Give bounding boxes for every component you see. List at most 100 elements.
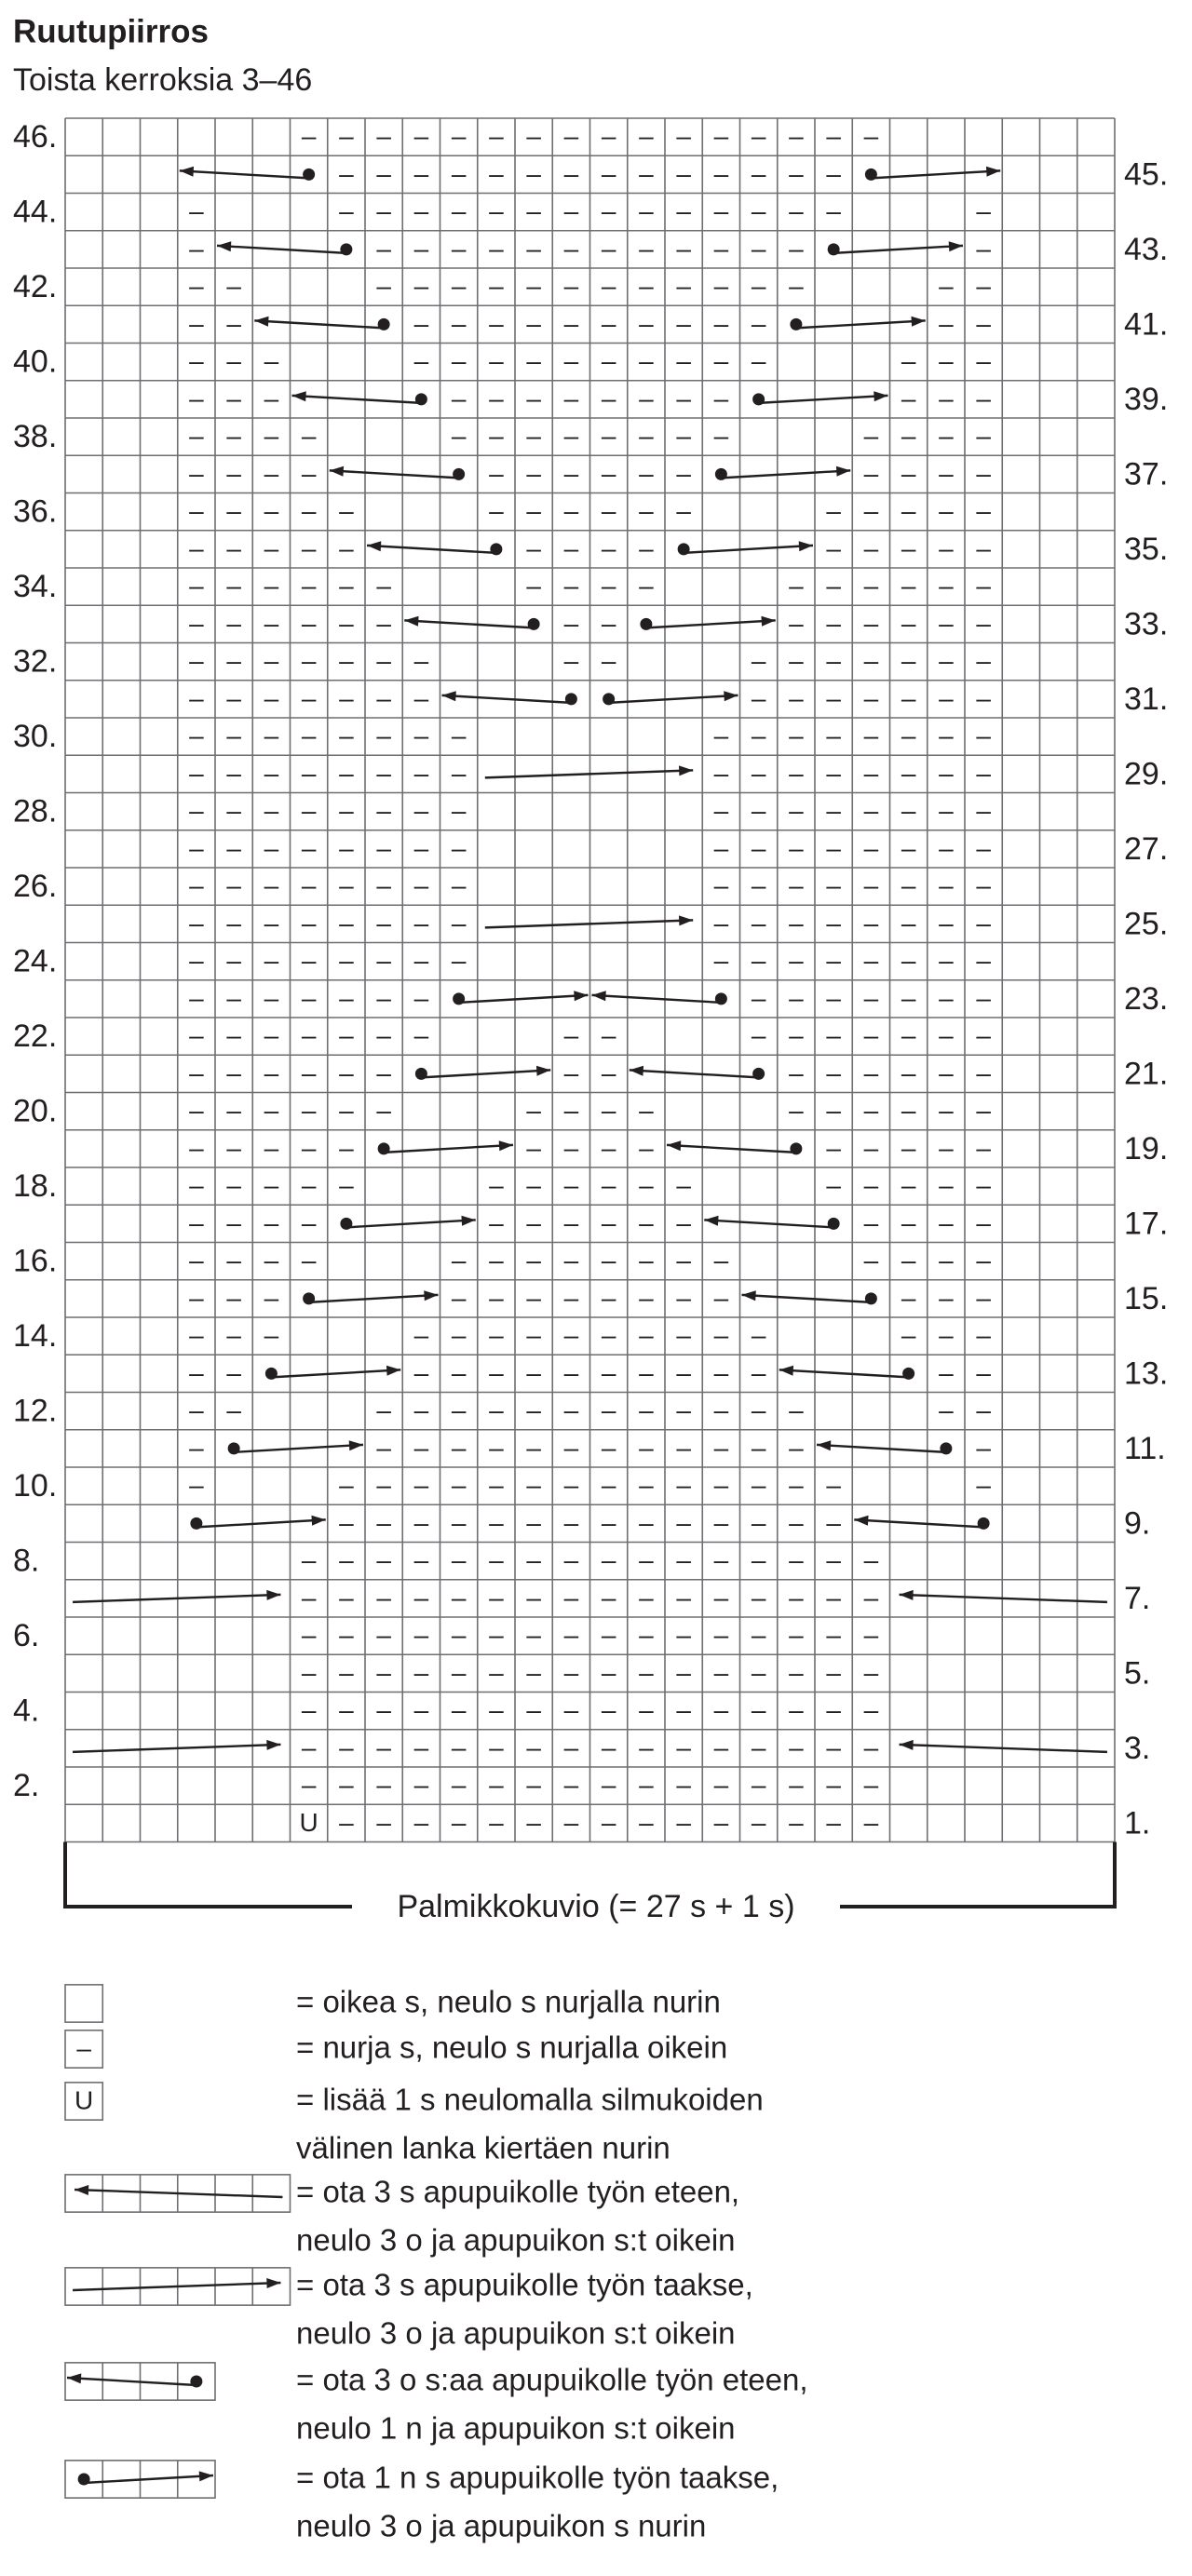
cable-line: [404, 619, 535, 629]
cable-arrowhead: [67, 2373, 82, 2384]
cable-arrowhead: [761, 615, 776, 627]
row-number-left: 2.: [13, 1768, 39, 1803]
cable-dot: [940, 1442, 953, 1455]
cable-arrowhead: [404, 615, 419, 627]
row-number-right: 3.: [1124, 1731, 1150, 1766]
cable-dot: [453, 467, 466, 480]
cable-dot: [453, 992, 466, 1005]
row-number-right: 9.: [1124, 1505, 1150, 1541]
cable-line: [254, 319, 385, 330]
legend-symbol-box: [64, 1984, 104, 2023]
row-number-right: 21.: [1124, 1056, 1168, 1091]
cable-line: [629, 1069, 759, 1079]
cable-line: [441, 694, 572, 705]
legend-text: neulo 3 o ja apupuikon s nurin: [296, 2509, 706, 2543]
row-number-right: 11.: [1124, 1431, 1166, 1466]
cable-dot: [190, 2375, 203, 2388]
cable-dot: [827, 243, 840, 256]
row-number-left: 28.: [13, 794, 57, 829]
row-number-right: 7.: [1124, 1581, 1150, 1616]
cable-line: [234, 1443, 364, 1454]
row-number-left: 8.: [13, 1544, 39, 1579]
chart-cables: [73, 166, 1107, 1754]
row-number-left: 12.: [13, 1394, 57, 1429]
row-number-left: 40.: [13, 344, 57, 380]
cable-line: [871, 169, 1001, 180]
row-number-left: 30.: [13, 719, 57, 754]
legend-text: = ota 3 s apupuikolle työn eteen,: [296, 2175, 739, 2209]
cable-arrowhead: [217, 241, 232, 252]
cable-arrowhead: [198, 2471, 213, 2482]
cable-line: [291, 394, 422, 405]
cable-arrowhead: [386, 1365, 401, 1376]
cable-arrowhead: [667, 1140, 682, 1152]
cable-arrowhead: [498, 1140, 513, 1152]
row-number-left: 32.: [13, 644, 57, 680]
pattern-label: Palmikkokuvio (= 27 s + 1 s): [397, 1889, 794, 1924]
cable-dot: [564, 693, 577, 706]
cable-dot: [377, 1142, 390, 1155]
cable-line: [779, 1369, 909, 1379]
row-number-left: 24.: [13, 944, 57, 979]
cable-line: [179, 169, 309, 180]
cable-line: [366, 544, 496, 555]
cable-arrowhead: [899, 1739, 914, 1750]
cable-arrowhead: [798, 541, 813, 552]
cable-line: [645, 619, 776, 629]
cable-arrowhead: [266, 1739, 281, 1750]
cable-arrowhead: [704, 1215, 719, 1226]
cable-line: [271, 1369, 401, 1379]
row-number-left: 36.: [13, 494, 57, 530]
cable-line: [73, 2281, 281, 2292]
row-number-right: 1.: [1124, 1805, 1150, 1841]
row-number-right: 15.: [1124, 1281, 1168, 1316]
row-number-right: 13.: [1124, 1355, 1168, 1391]
cable-dot: [864, 1292, 877, 1305]
cable-line: [484, 769, 694, 779]
cable-dot: [714, 992, 727, 1005]
cable-arrowhead: [948, 241, 963, 252]
legend-text: = oikea s, neulo s nurjalla nurin: [296, 1985, 721, 2019]
title: Ruutupiirros: [13, 13, 209, 49]
row-number-left: 20.: [13, 1094, 57, 1129]
cable-dot: [790, 1142, 803, 1155]
cable-line: [345, 1219, 476, 1229]
cable-line: [833, 244, 964, 255]
cable-dot: [977, 1517, 990, 1530]
row-number-right: 5.: [1124, 1655, 1150, 1691]
cable-dot: [303, 1292, 316, 1305]
cable-arrowhead: [266, 2278, 281, 2289]
cable-dot: [752, 393, 765, 406]
cable-line: [758, 394, 888, 405]
cable-dot: [414, 393, 427, 406]
cable-dot: [790, 317, 803, 330]
cable-dot: [864, 168, 877, 181]
cable-arrowhead: [574, 991, 589, 1002]
row-number-left: 42.: [13, 269, 57, 304]
cable-line: [308, 1293, 439, 1304]
cable-arrowhead: [254, 316, 269, 327]
cable-arrowhead: [779, 1365, 794, 1376]
cable-dot: [640, 617, 653, 630]
cable-line: [458, 993, 589, 1005]
row-number-right: 43.: [1124, 232, 1168, 267]
cable-arrowhead: [291, 391, 306, 402]
cable-arrowhead: [874, 391, 888, 402]
cable-arrowhead: [535, 1065, 551, 1076]
cable-dot: [902, 1367, 915, 1380]
cable-arrowhead: [854, 1515, 869, 1526]
cable-arrowhead: [424, 1290, 439, 1301]
subtitle: Toista kerroksia 3–46: [13, 62, 312, 98]
cable-arrowhead: [348, 1440, 363, 1451]
legend-text: välinen lanka kiertäen nurin: [296, 2131, 670, 2165]
legend-text: neulo 3 o ja apupuikon s:t oikein: [296, 2223, 736, 2258]
row-number-left: 18.: [13, 1168, 57, 1204]
row-number-right: 39.: [1124, 382, 1168, 417]
cable-line: [73, 1743, 281, 1754]
cable-arrowhead: [899, 1589, 914, 1600]
cable-dot: [677, 543, 690, 556]
cable-line: [704, 1219, 834, 1229]
cable-dot: [264, 1367, 278, 1380]
row-number-right: 27.: [1124, 831, 1168, 867]
